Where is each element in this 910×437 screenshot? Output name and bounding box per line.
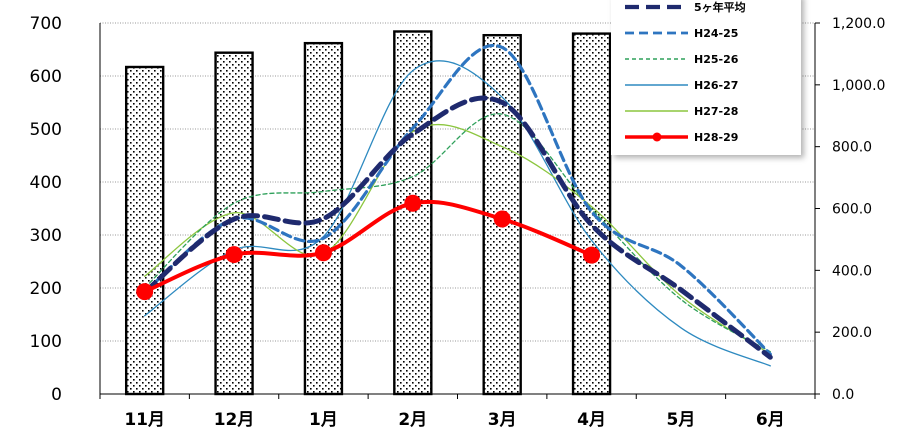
series-marker bbox=[583, 246, 601, 264]
series-line bbox=[142, 95, 773, 360]
y-right-tick-label: 600.0 bbox=[832, 202, 872, 218]
y-right-tick-label: 400.0 bbox=[832, 263, 872, 279]
y-left-tick-label: 0 bbox=[51, 385, 62, 405]
y-right-tick-label: 200.0 bbox=[832, 325, 872, 341]
series-marker bbox=[493, 210, 511, 228]
legend-box bbox=[611, 0, 801, 155]
line-series bbox=[136, 43, 773, 367]
x-tick-label: 4月 bbox=[577, 410, 606, 430]
legend-label: 5ヶ年平均 bbox=[694, 0, 746, 14]
x-tick-label: 12月 bbox=[214, 410, 255, 430]
y-right-tick-label: 800.0 bbox=[832, 140, 872, 156]
y-left-tick-label: 400 bbox=[30, 173, 62, 193]
y-left-tick-label: 600 bbox=[30, 67, 62, 87]
bar bbox=[124, 65, 165, 396]
y-left-tick-label: 700 bbox=[30, 14, 62, 34]
bar-series bbox=[124, 30, 612, 396]
legend-label: H24-25 bbox=[694, 27, 738, 40]
legend-label: H26-27 bbox=[694, 79, 738, 92]
x-tick-label: 1月 bbox=[309, 410, 338, 430]
y-right-tick-label: 1,000.0 bbox=[832, 78, 885, 94]
x-tick-label: 11月 bbox=[124, 410, 165, 430]
series-line bbox=[144, 60, 771, 367]
legend-label: H27-28 bbox=[694, 105, 738, 118]
bar bbox=[571, 32, 612, 396]
y-right-tick-label: 1,200.0 bbox=[832, 16, 885, 32]
series-marker bbox=[136, 283, 154, 301]
y-left-tick-label: 300 bbox=[30, 226, 62, 246]
series-line bbox=[142, 199, 594, 294]
series-marker bbox=[314, 244, 332, 262]
y-right-tick-label: 0.0 bbox=[832, 387, 854, 403]
axes: 0 100 200 300 400 500 600 700 0.0 200.0 400.0 600.0… bbox=[30, 14, 886, 430]
series-marker bbox=[404, 194, 422, 212]
legend-label: H25-26 bbox=[694, 53, 739, 66]
legend-marker bbox=[652, 132, 662, 142]
x-tick-label: 5月 bbox=[667, 410, 696, 430]
series-line bbox=[144, 113, 771, 353]
legend-label: H28-29 bbox=[694, 131, 738, 144]
series-marker bbox=[225, 246, 243, 264]
y-left-tick-label: 200 bbox=[30, 279, 62, 299]
legend: 5ヶ年平均 H24-25 H25-26 H26-27 H27-28 H28-29 bbox=[611, 0, 801, 155]
y-left-tick-label: 100 bbox=[30, 332, 62, 352]
bar bbox=[303, 41, 344, 396]
x-tick-label: 6月 bbox=[756, 410, 785, 430]
x-tick-label: 2月 bbox=[398, 410, 427, 430]
series-line bbox=[143, 43, 772, 356]
y-left-tick-label: 500 bbox=[30, 120, 62, 140]
x-tick-label: 3月 bbox=[488, 410, 517, 430]
